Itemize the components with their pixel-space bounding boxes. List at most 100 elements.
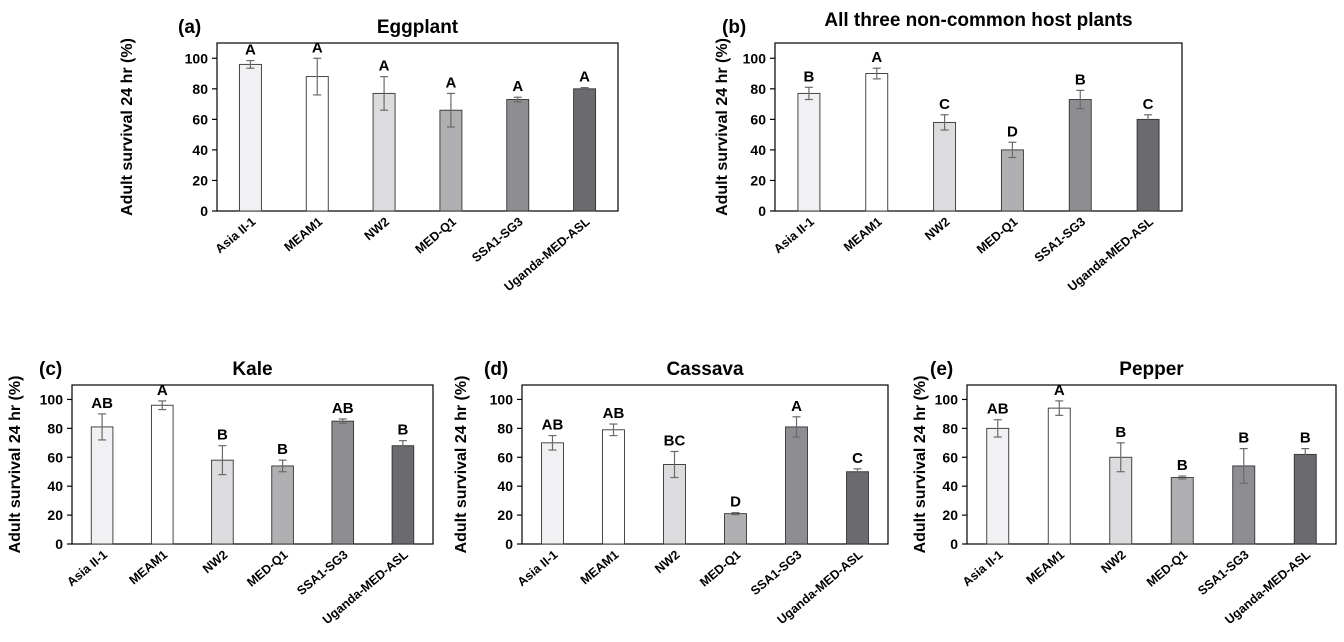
bar-ssa1-sg3 [785,426,808,545]
significance-label: A [379,58,390,75]
significance-label: A [157,382,168,399]
y-tick-label: 80 [47,420,63,436]
y-tick-label: 60 [47,449,63,465]
plot-frame [521,384,889,545]
significance-label: B [277,441,288,458]
category-label: Asia II-1 [515,548,561,590]
significance-label: AB [332,400,354,417]
chart-title: Kale [232,359,272,380]
y-tick-label: 80 [750,81,766,97]
bar-nw2 [933,121,957,212]
bar-asia-ii-1 [90,426,114,545]
y-tick-label: 0 [950,536,958,552]
y-tick-label: 20 [192,172,208,188]
bar-uganda-med-asl [1136,118,1160,212]
bar-meam1 [305,76,329,212]
y-axis-label: Adult survival 24 hr (%) [453,376,470,554]
significance-label: A [579,69,590,86]
y-tick-label: 80 [497,420,513,436]
category-label: Asia II-1 [64,548,110,590]
y-tick-label: 0 [505,536,513,552]
significance-label: A [791,398,802,415]
panel-c: 0 20 40 60 80 100 AB Asia II-1 A MEAM1 B NW2 B MED-Q1… [7,359,434,627]
significance-label: B [397,422,408,439]
bar-asia-ii-1 [986,427,1010,545]
significance-label: AB [542,417,564,434]
significance-label: B [1238,430,1249,447]
significance-label: C [1143,96,1154,113]
y-tick-label: 80 [192,81,208,97]
y-tick-label: 40 [47,478,63,494]
y-tick-label: 100 [40,391,64,407]
significance-label: B [803,68,814,85]
category-label: MED-Q1 [244,548,290,590]
significance-label: D [730,494,741,511]
category-label: Asia II-1 [771,215,817,257]
y-tick-label: 0 [200,203,208,219]
significance-label: AB [91,395,113,412]
y-tick-label: 60 [942,449,958,465]
bar-meam1 [150,404,174,545]
chart-title: All three non-common host plants [824,10,1132,31]
significance-label: B [217,427,228,444]
significance-label: C [852,450,863,467]
category-label: MEAM1 [841,215,885,255]
significance-label: D [1007,123,1018,140]
plot-frame [774,42,1183,212]
panel-label: (a) [178,17,201,38]
y-tick-label: 20 [497,507,513,523]
category-label: MEAM1 [127,548,171,588]
category-label: MED-Q1 [697,548,743,590]
y-tick-label: 100 [935,391,959,407]
panel-a: 0 20 40 60 80 100 A Asia II-1 A MEAM1 A NW2 A MED-Q1 A… [119,17,619,294]
bar-med-q1 [1170,477,1194,545]
y-tick-label: 40 [942,478,958,494]
y-tick-label: 40 [497,478,513,494]
y-tick-label: 60 [497,449,513,465]
bar-uganda-med-asl [573,88,597,212]
bar-meam1 [1047,407,1071,545]
category-label: NW2 [200,548,230,577]
y-tick-label: 0 [758,203,766,219]
panel-label: (b) [722,17,746,38]
significance-label: A [445,74,456,91]
chart-title: Pepper [1119,359,1184,380]
y-axis-label: Adult survival 24 hr (%) [912,376,929,554]
significance-label: A [245,42,256,59]
significance-label: B [1177,457,1188,474]
category-label: SSA1-SG3 [1195,548,1251,598]
significance-label: AB [603,405,625,422]
category-label: MEAM1 [282,215,326,255]
y-tick-label: 40 [192,142,208,158]
chart-title: Cassava [666,359,744,380]
panel-e: 0 20 40 60 80 100 AB Asia II-1 A MEAM1 B NW2 B MED-Q1… [912,359,1337,627]
y-axis-label: Adult survival 24 hr (%) [7,376,24,554]
bar-med-q1 [1000,149,1024,212]
category-label: MED-Q1 [974,215,1020,257]
bar-asia-ii-1 [797,92,821,212]
y-tick-label: 100 [490,391,514,407]
y-tick-label: 60 [192,111,208,127]
plot-frame [71,384,434,545]
plot-frame [216,42,619,212]
y-tick-label: 20 [47,507,63,523]
bar-ssa1-sg3 [331,420,355,545]
y-axis-label: Adult survival 24 hr (%) [119,38,136,216]
category-label: SSA1-SG3 [294,548,350,598]
bar-uganda-med-asl [846,471,869,545]
category-label: NW2 [922,215,952,244]
y-tick-label: 40 [750,142,766,158]
y-tick-label: 80 [942,420,958,436]
bar-nw2 [372,92,396,212]
category-label: MEAM1 [1024,548,1068,588]
plot-frame [966,384,1337,545]
bar-meam1 [602,429,625,545]
bar-asia-ii-1 [238,63,262,212]
category-label: NW2 [652,548,682,577]
category-label: NW2 [1098,548,1128,577]
significance-label: A [312,39,323,56]
category-label: MED-Q1 [1144,548,1190,590]
significance-label: A [512,78,523,95]
category-label: Asia II-1 [213,215,259,257]
